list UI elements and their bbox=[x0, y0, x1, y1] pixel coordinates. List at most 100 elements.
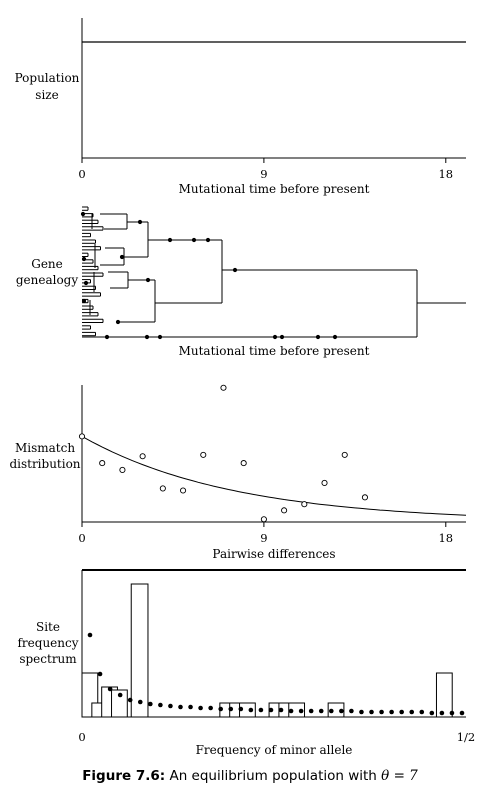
sfs-dot bbox=[87, 632, 93, 638]
sfs-ylabel-line1: Site bbox=[36, 620, 60, 634]
sfs-dot bbox=[369, 709, 374, 715]
sfs-dot bbox=[97, 671, 103, 677]
sfs-bar bbox=[327, 702, 345, 718]
sfs-dot bbox=[349, 708, 354, 714]
sfs-dot bbox=[178, 704, 183, 710]
population-xlabel: Mutational time before present bbox=[179, 182, 370, 196]
sfs-dot bbox=[389, 709, 394, 715]
mismatch-point bbox=[321, 479, 328, 487]
mutation-dot bbox=[191, 237, 197, 243]
mutation-dot bbox=[137, 219, 143, 225]
sfs-dot bbox=[419, 709, 425, 715]
sfs-bar bbox=[435, 672, 453, 718]
sfs-dot bbox=[328, 708, 334, 714]
genealogy-tree bbox=[82, 206, 466, 338]
mutation-dot bbox=[145, 277, 151, 283]
mutation-dot bbox=[119, 254, 125, 260]
mutation-dot bbox=[83, 280, 89, 286]
mismatch-ylabel-line2: distribution bbox=[9, 457, 80, 471]
mutation-dot bbox=[157, 334, 163, 340]
genealogy-ylabel-line1: Gene bbox=[31, 257, 63, 271]
mismatch-expected-curve bbox=[81, 435, 467, 516]
sfs-observed-bars bbox=[81, 583, 453, 718]
mismatch-point bbox=[159, 485, 166, 492]
sfs-dot bbox=[278, 707, 284, 713]
sfs-dot bbox=[127, 697, 133, 703]
sfs-dot bbox=[439, 710, 445, 716]
mismatch-tick-label: 0 bbox=[78, 531, 85, 545]
sfs-dot bbox=[117, 692, 123, 698]
mutation-dot bbox=[115, 319, 121, 325]
caption-math: θ = 7 bbox=[381, 768, 418, 784]
population-x-ticks: 0 9 18 bbox=[78, 158, 453, 181]
sfs-dot bbox=[137, 699, 143, 705]
mismatch-point bbox=[281, 507, 288, 514]
mutation-dot bbox=[144, 334, 150, 340]
sfs-panel: Site frequency spectrum 0 1/2 Frequency … bbox=[17, 569, 476, 757]
mismatch-point bbox=[301, 501, 308, 508]
mismatch-x-ticks: 0 9 18 bbox=[78, 522, 453, 545]
mismatch-point bbox=[200, 451, 207, 458]
sfs-tick-half: 1/2 bbox=[457, 730, 476, 744]
mismatch-point bbox=[180, 487, 187, 494]
population-panel: 0 9 18 Population size Mutational time bef… bbox=[15, 18, 466, 196]
genealogy-xlabel: Mutational time before present bbox=[179, 344, 370, 358]
sfs-bar bbox=[288, 702, 306, 718]
population-ylabel-line1: Population bbox=[15, 71, 80, 85]
sfs-dot bbox=[208, 705, 213, 711]
sfs-dot bbox=[268, 707, 274, 713]
population-ylabel-line2: size bbox=[35, 88, 58, 102]
sfs-bar bbox=[130, 583, 149, 718]
mismatch-point bbox=[99, 460, 106, 467]
sfs-dot bbox=[399, 709, 404, 715]
sfs-dot bbox=[459, 710, 465, 716]
sfs-ylabel-line2: frequency bbox=[17, 636, 78, 650]
population-tick-label: 0 bbox=[78, 167, 85, 181]
sfs-dot bbox=[228, 706, 234, 712]
caption-label: Figure 7.6: bbox=[82, 768, 166, 784]
sfs-dot bbox=[218, 706, 224, 712]
mismatch-point bbox=[139, 453, 146, 460]
sfs-dot bbox=[288, 708, 294, 714]
mutation-dot bbox=[80, 211, 86, 217]
mismatch-xlabel: Pairwise differences bbox=[212, 547, 335, 561]
sfs-dot bbox=[298, 708, 304, 714]
sfs-dot bbox=[379, 709, 384, 715]
genealogy-mutations bbox=[80, 211, 338, 340]
caption-text: An equilibrium population with bbox=[169, 768, 377, 784]
mismatch-point bbox=[240, 460, 247, 467]
mismatch-point bbox=[220, 384, 227, 391]
mutation-dot bbox=[104, 334, 110, 340]
sfs-dot bbox=[107, 686, 113, 692]
mismatch-ylabel-line1: Mismatch bbox=[15, 441, 75, 455]
mutation-dot bbox=[81, 256, 87, 262]
mutation-dot bbox=[279, 334, 285, 340]
mismatch-observed-points bbox=[78, 384, 368, 523]
mutation-dot bbox=[332, 334, 338, 340]
genealogy-ylabel-line2: genealogy bbox=[16, 273, 79, 287]
population-tick-label: 18 bbox=[438, 167, 453, 181]
mutation-dot bbox=[232, 267, 238, 273]
figure-caption: Figure 7.6: An equilibrium population wi… bbox=[0, 768, 500, 784]
mismatch-point bbox=[119, 466, 126, 473]
sfs-dot bbox=[429, 710, 435, 716]
sfs-dot bbox=[339, 708, 344, 714]
sfs-dot bbox=[258, 707, 264, 713]
mismatch-point bbox=[260, 516, 267, 523]
sfs-dot bbox=[248, 707, 254, 713]
mismatch-tick-label: 18 bbox=[438, 531, 453, 545]
sfs-tick-0: 0 bbox=[78, 730, 85, 744]
sfs-dot bbox=[148, 701, 153, 707]
sfs-dot bbox=[168, 703, 173, 709]
sfs-dot bbox=[359, 709, 364, 715]
mismatch-panel: 0 9 18 Mismatch distribution Pairwise diff… bbox=[9, 384, 467, 561]
population-tick-label: 9 bbox=[260, 167, 267, 181]
sfs-xlabel: Frequency of minor allele bbox=[196, 743, 353, 757]
sfs-expected-dots bbox=[87, 632, 465, 716]
mutation-dot bbox=[167, 237, 173, 243]
mutation-dot bbox=[272, 334, 278, 340]
sfs-dot bbox=[308, 708, 314, 714]
genealogy-panel: Gene genealogy Mutational time before pr… bbox=[16, 206, 466, 358]
mutation-dot bbox=[81, 298, 87, 304]
